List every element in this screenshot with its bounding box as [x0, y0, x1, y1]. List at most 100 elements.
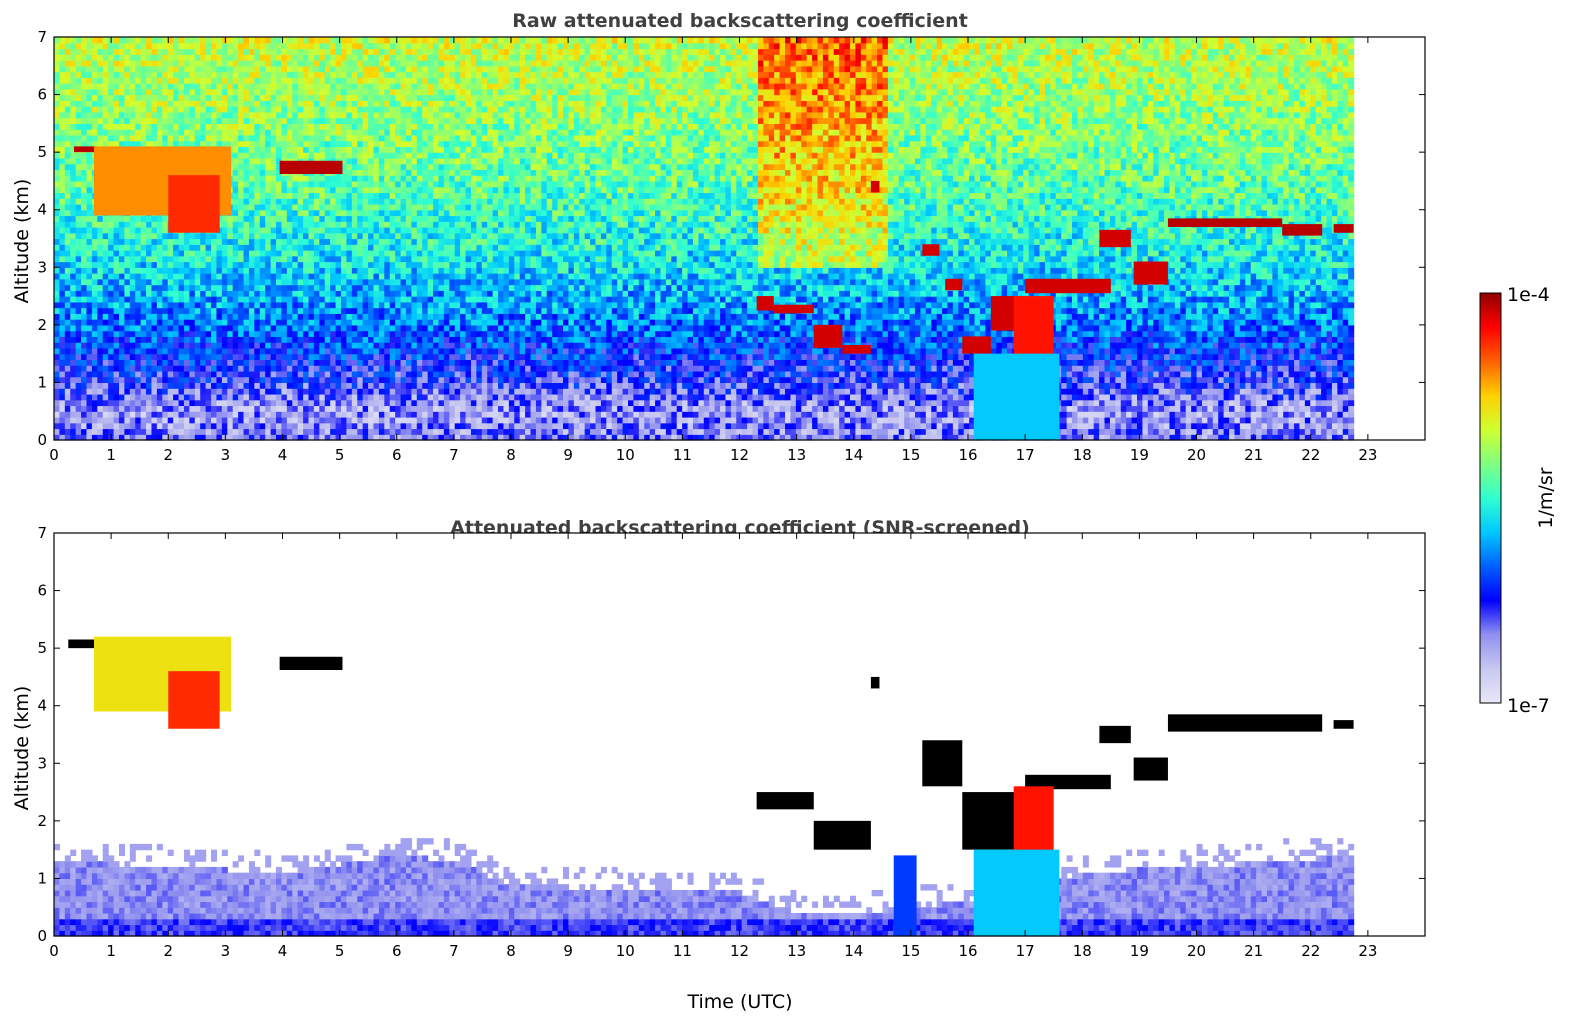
- backscatter-cell: [585, 325, 591, 331]
- backscatter-cell: [1229, 388, 1235, 394]
- backscatter-cell: [92, 400, 98, 406]
- backscatter-cell: [682, 428, 688, 434]
- backscatter-cell: [401, 325, 407, 331]
- backscatter-cell: [617, 423, 623, 429]
- backscatter-cell: [1186, 400, 1192, 406]
- backscatter-cell: [1207, 411, 1213, 417]
- backscatter-cell: [146, 365, 152, 371]
- backscatter-cell: [200, 371, 206, 377]
- backscatter-cell: [650, 365, 656, 371]
- backscatter-cell: [677, 382, 683, 388]
- backscatter-cell: [319, 377, 325, 383]
- backscatter-cell: [958, 325, 964, 331]
- backscatter-cell: [422, 423, 428, 429]
- backscatter-cell: [715, 365, 721, 371]
- backscatter-cell: [937, 371, 943, 377]
- backscatter-cell: [731, 382, 737, 388]
- backscatter-cell: [1224, 377, 1230, 383]
- backscatter-cell: [920, 325, 926, 331]
- backscatter-cell: [1310, 377, 1316, 383]
- backscatter-cell: [108, 359, 114, 365]
- backscatter-cell: [1083, 382, 1089, 388]
- backscatter-cell: [438, 428, 444, 434]
- backscatter-cell: [1137, 400, 1143, 406]
- backscatter-cell: [1310, 394, 1316, 400]
- backscatter-cell: [828, 388, 834, 394]
- backscatter-cell: [872, 377, 878, 383]
- backscatter-cell: [417, 365, 423, 371]
- backscatter-cell: [265, 411, 271, 417]
- backscatter-cell: [244, 428, 250, 434]
- backscatter-cell: [303, 365, 309, 371]
- backscatter-cell: [780, 388, 786, 394]
- backscatter-cell: [1229, 359, 1235, 365]
- backscatter-cell: [552, 388, 558, 394]
- backscatter-cell: [845, 382, 851, 388]
- backscatter-cell: [1321, 417, 1327, 423]
- backscatter-cell: [774, 382, 780, 388]
- backscatter-cell: [623, 423, 629, 429]
- backscatter-cell: [780, 405, 786, 411]
- backscatter-cell: [720, 388, 726, 394]
- backscatter-cell: [1299, 325, 1305, 331]
- backscatter-cell: [644, 411, 650, 417]
- backscatter-cell: [1278, 400, 1284, 406]
- backscatter-cell: [1153, 394, 1159, 400]
- backscatter-cell: [818, 348, 824, 354]
- backscatter-cell: [1229, 365, 1235, 371]
- backscatter-cell: [520, 405, 526, 411]
- backscatter-cell: [401, 405, 407, 411]
- backscatter-cell: [1234, 342, 1240, 348]
- backscatter-cell: [487, 405, 493, 411]
- backscatter-cell: [1294, 417, 1300, 423]
- backscatter-cell: [1229, 428, 1235, 434]
- backscatter-cell: [758, 325, 764, 331]
- backscatter-cell: [493, 336, 499, 342]
- backscatter-cell: [498, 382, 504, 388]
- backscatter-cell: [303, 336, 309, 342]
- backscatter-cell: [617, 325, 623, 331]
- backscatter-cell: [471, 382, 477, 388]
- backscatter-cell: [1067, 336, 1073, 342]
- backscatter-cell: [893, 394, 899, 400]
- backscatter-cell: [401, 423, 407, 429]
- backscatter-cell: [1110, 405, 1116, 411]
- backscatter-cell: [1294, 388, 1300, 394]
- backscatter-cell: [363, 423, 369, 429]
- backscatter-cell: [141, 382, 147, 388]
- backscatter-cell: [1262, 417, 1268, 423]
- backscatter-cell: [444, 325, 450, 331]
- backscatter-cell: [1224, 394, 1230, 400]
- backscatter-cell: [292, 371, 298, 377]
- backscatter-cell: [520, 342, 526, 348]
- backscatter-cell: [1218, 388, 1224, 394]
- backscatter-cell: [433, 348, 439, 354]
- backscatter-cell: [379, 394, 385, 400]
- backscatter-cell: [395, 325, 401, 331]
- backscatter-cell: [715, 417, 721, 423]
- backscatter-cell: [1213, 354, 1219, 360]
- backscatter-cell: [1272, 428, 1278, 434]
- backscatter-cell: [1197, 371, 1203, 377]
- backscatter-cell: [422, 359, 428, 365]
- backscatter-cell: [493, 388, 499, 394]
- backscatter-cell: [384, 319, 390, 325]
- backscatter-cell: [818, 377, 824, 383]
- backscatter-cell: [1153, 411, 1159, 417]
- backscatter-cell: [633, 325, 639, 331]
- backscatter-cell: [785, 348, 791, 354]
- backscatter-cell: [655, 371, 661, 377]
- backscatter-cell: [655, 342, 661, 348]
- backscatter-cell: [682, 377, 688, 383]
- backscatter-cell: [1316, 428, 1322, 434]
- backscatter-cell: [1197, 354, 1203, 360]
- backscatter-cell: [639, 348, 645, 354]
- backscatter-cell: [1327, 354, 1333, 360]
- backscatter-cell: [790, 336, 796, 342]
- backscatter-cell: [650, 388, 656, 394]
- backscatter-cell: [211, 428, 217, 434]
- backscatter-cell: [623, 428, 629, 434]
- backscatter-cell: [86, 400, 92, 406]
- backscatter-cell: [947, 354, 953, 360]
- backscatter-cell: [1191, 354, 1197, 360]
